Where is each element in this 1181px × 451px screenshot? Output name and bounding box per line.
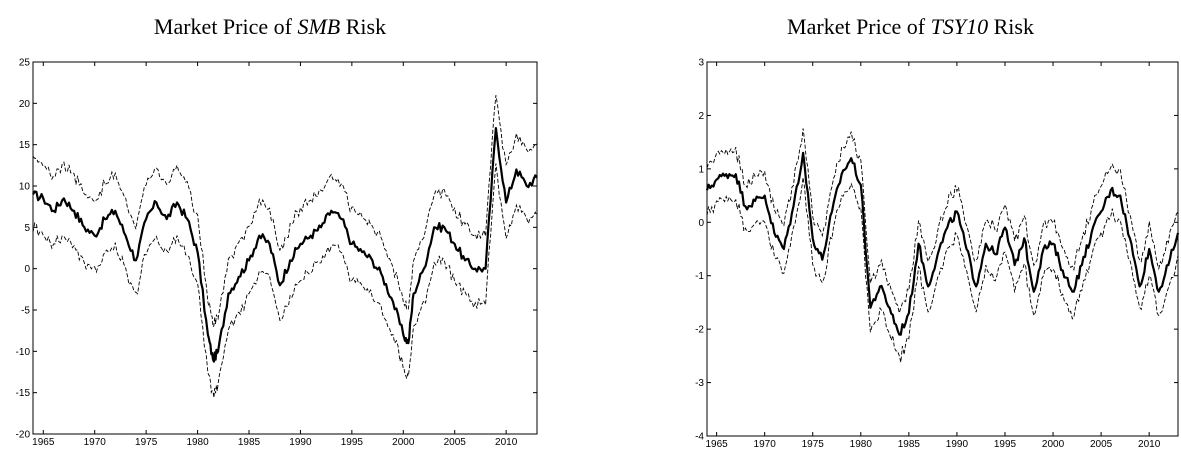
y-tick-label: -15: [16, 388, 31, 399]
y-tick-label: -1: [695, 271, 704, 282]
x-tick-label: 2010: [1138, 439, 1161, 450]
y-tick-label: 0: [698, 218, 704, 229]
plot-frame: [706, 61, 1179, 437]
y-tick-label: 15: [19, 140, 31, 151]
tsy10-risk-chart: Market Price of TSY10 Risk 1965 1970 1975 1…: [640, 0, 1181, 451]
x-tick-label: 2000: [1042, 439, 1065, 450]
y-tick-label: 2: [698, 111, 704, 122]
x-tick-label: 1980: [186, 437, 209, 448]
x-tick-label: 1995: [994, 439, 1017, 450]
upper-bound-line: [706, 128, 1179, 315]
x-tick-label: 1985: [898, 439, 921, 450]
x-tick-label: 1995: [341, 437, 364, 448]
x-tick-label: 2010: [495, 437, 518, 448]
y-tick-label: -20: [16, 430, 31, 441]
chart-title: Market Price of TSY10 Risk: [787, 14, 1034, 39]
lower-bound-line: [32, 163, 538, 398]
y-tick-label: -3: [695, 378, 704, 389]
x-tick-label: 1970: [84, 437, 107, 448]
x-tick-label: 1975: [802, 439, 825, 450]
y-tick-label: -2: [695, 325, 704, 336]
x-tick-label: 1965: [705, 439, 728, 450]
y-tick-label: 5: [24, 223, 30, 234]
x-tick-label: 1985: [238, 437, 261, 448]
x-tick-label: 2005: [1090, 439, 1113, 450]
lower-bound-line: [706, 177, 1179, 363]
x-tick-label: 1980: [850, 439, 873, 450]
y-tick-label: 25: [19, 58, 31, 69]
smb-plot-area: 1965 1970 1975 1980 1985 1990 1995 2000 2005 2010…: [16, 58, 538, 448]
y-tick-label: -5: [21, 306, 30, 317]
y-tick-label: 1: [698, 164, 704, 175]
plot-frame: [32, 61, 538, 435]
y-tick-label: 0: [24, 264, 30, 275]
smb-risk-chart: Market Price of SMB Risk 1965 1970 1975 198…: [0, 0, 540, 451]
y-tick-label: -4: [695, 432, 704, 443]
x-tick-label: 1990: [289, 437, 312, 448]
chart-title: Market Price of SMB Risk: [153, 14, 387, 39]
tsy10-plot-area: 1965 1970 1975 1980 1985 1990 1995 2000 2005 2010…: [695, 58, 1180, 450]
upper-bound-line: [32, 95, 538, 329]
x-tick-label: 2005: [444, 437, 467, 448]
x-tick-label: 1965: [32, 437, 55, 448]
estimate-line: [32, 127, 538, 363]
x-tick-label: 1970: [754, 439, 777, 450]
x-tick-label: 1975: [135, 437, 158, 448]
x-tick-label: 1990: [946, 439, 969, 450]
y-tick-label: 10: [19, 182, 31, 193]
x-tick-label: 2000: [392, 437, 415, 448]
y-tick-label: -10: [16, 347, 31, 358]
y-tick-label: 3: [698, 58, 704, 69]
estimate-line: [705, 151, 1180, 336]
y-tick-label: 20: [19, 99, 31, 110]
